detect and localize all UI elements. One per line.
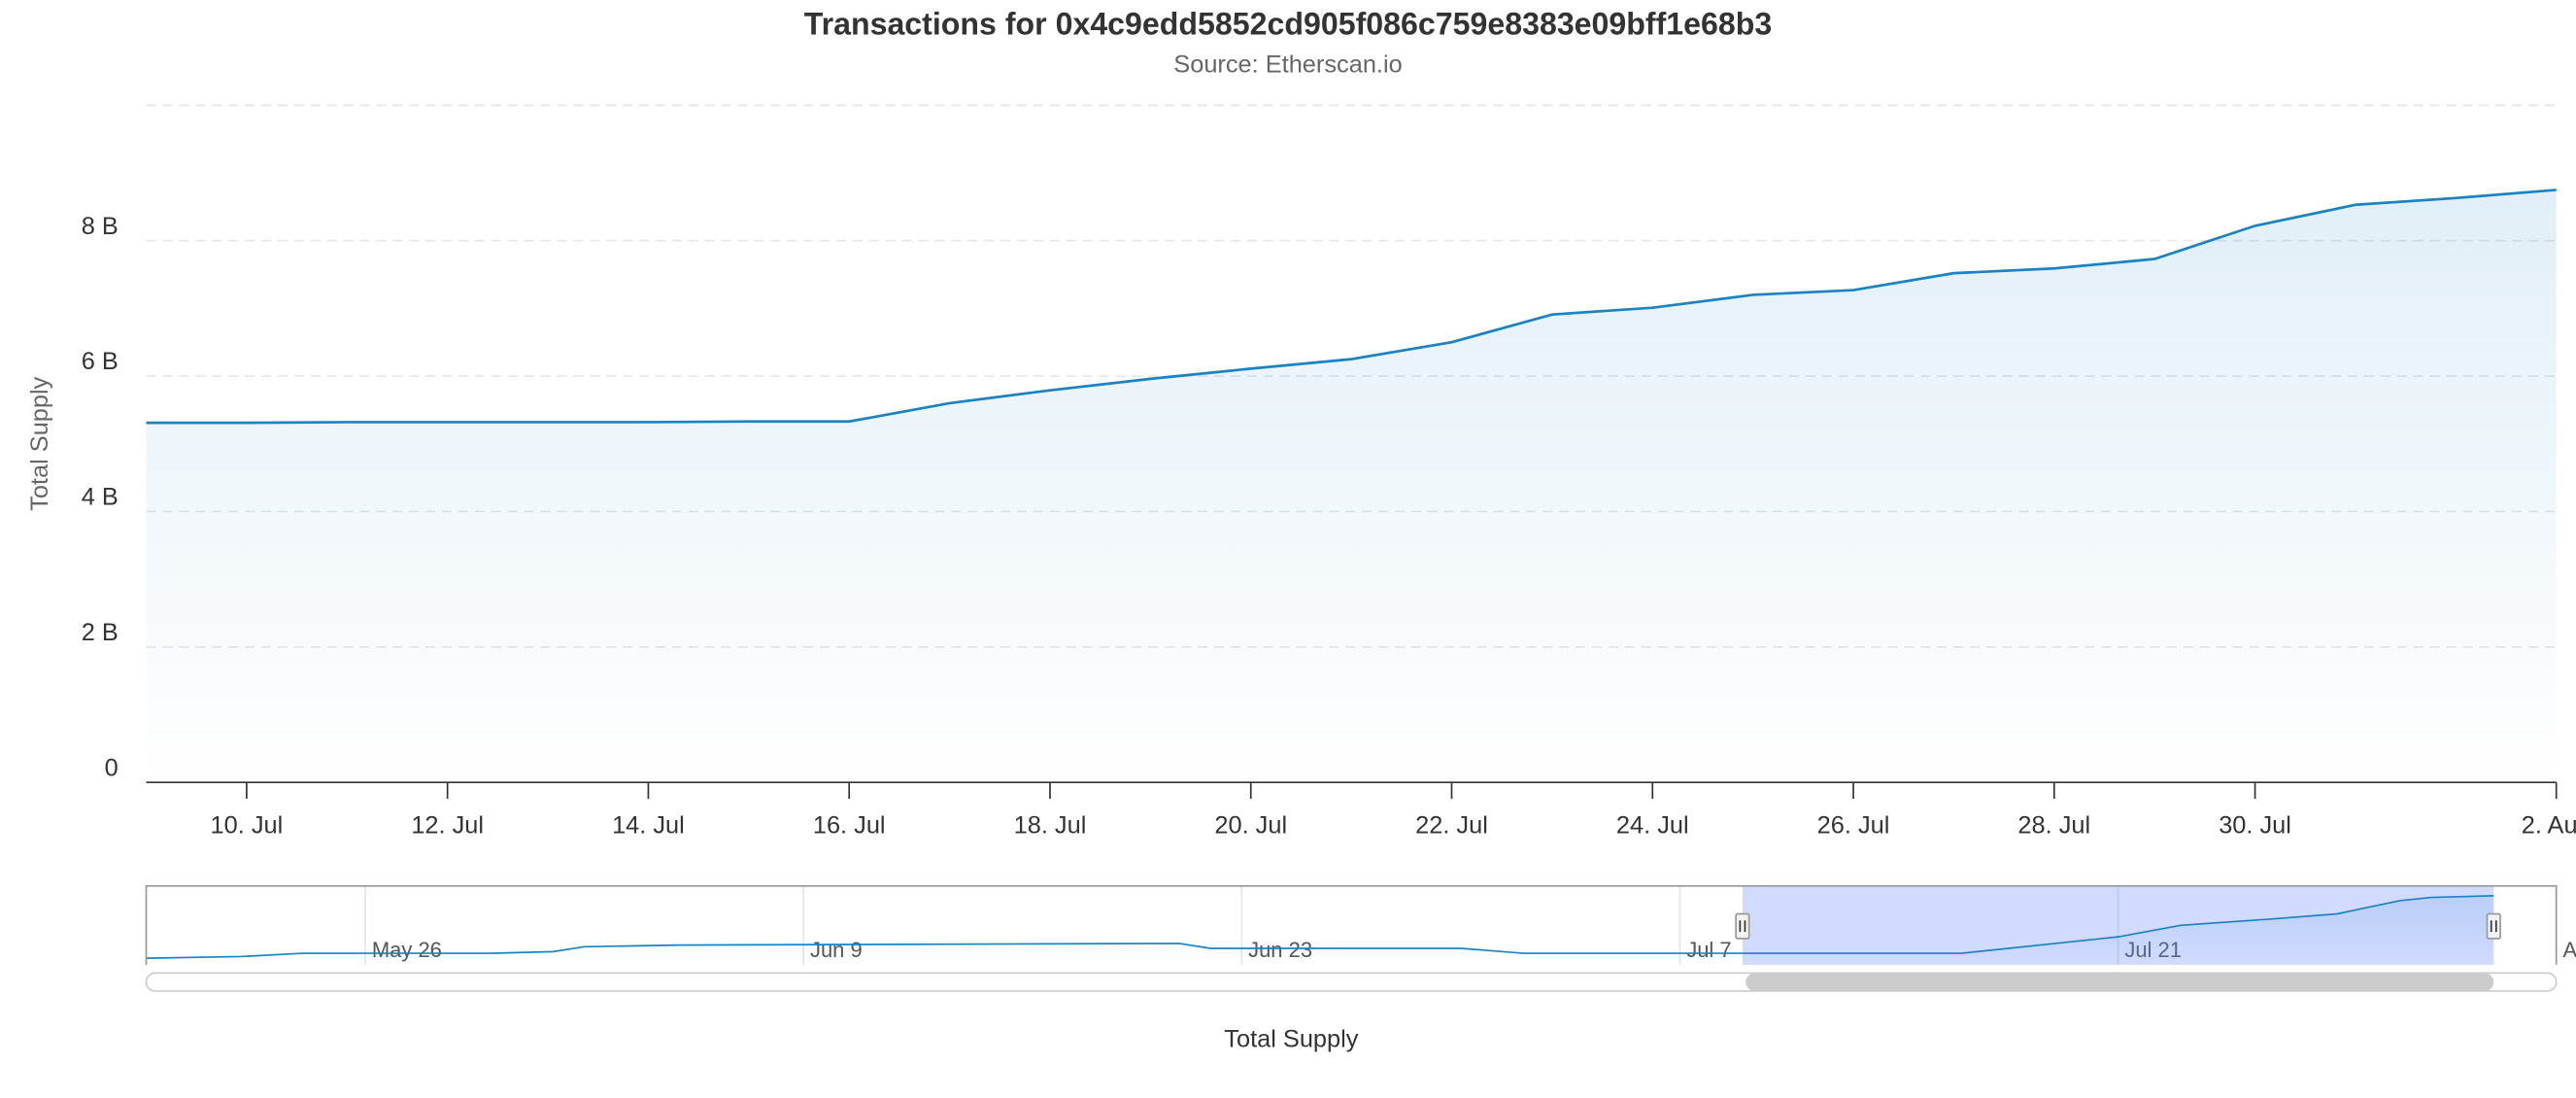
x-tick-label: 18. Jul bbox=[1014, 812, 1087, 840]
x-tick-label: 10. Jul bbox=[211, 812, 284, 840]
y-tick-label: 8 B bbox=[82, 213, 119, 240]
nav-handle[interactable] bbox=[2486, 912, 2501, 940]
y-tick-label: 0 bbox=[105, 754, 119, 781]
x-tick-label: 28. Jul bbox=[2017, 812, 2090, 840]
nav-outline bbox=[145, 884, 2558, 965]
x-tick-label: 22. Jul bbox=[1415, 812, 1488, 840]
y-tick-label: 2 B bbox=[82, 619, 119, 646]
x-tick-label: 24. Jul bbox=[1616, 812, 1689, 840]
legend-item[interactable]: Total Supply bbox=[1224, 1025, 1358, 1052]
y-tick-label: 4 B bbox=[82, 484, 119, 511]
nav-handle[interactable] bbox=[1735, 912, 1750, 940]
nav-line bbox=[146, 895, 2494, 959]
x-tick-label: 14. Jul bbox=[612, 812, 685, 840]
chart-title: Transactions for 0x4c9edd5852cd905f086c7… bbox=[804, 7, 1773, 42]
line bbox=[146, 189, 2557, 425]
y-axis-title: Total Supply bbox=[26, 376, 53, 510]
y-tick-label: 6 B bbox=[82, 348, 119, 375]
x-tick-label: 16. Jul bbox=[813, 812, 886, 840]
x-tick-label: 20. Jul bbox=[1214, 812, 1287, 840]
x-tick-label: 26. Jul bbox=[1817, 812, 1890, 840]
chart-subtitle: Source: Etherscan.io bbox=[1173, 51, 1402, 78]
x-tick-label: 2. Aug bbox=[2522, 812, 2576, 840]
nav-area bbox=[146, 895, 2494, 965]
x-tick-label: 12. Jul bbox=[411, 812, 484, 840]
nav-tick-label: Aug 4 bbox=[2562, 938, 2576, 962]
x-tick-label: 30. Jul bbox=[2219, 812, 2291, 840]
scrollbar-thumb[interactable] bbox=[1746, 973, 2494, 991]
area-fill bbox=[146, 189, 2557, 783]
